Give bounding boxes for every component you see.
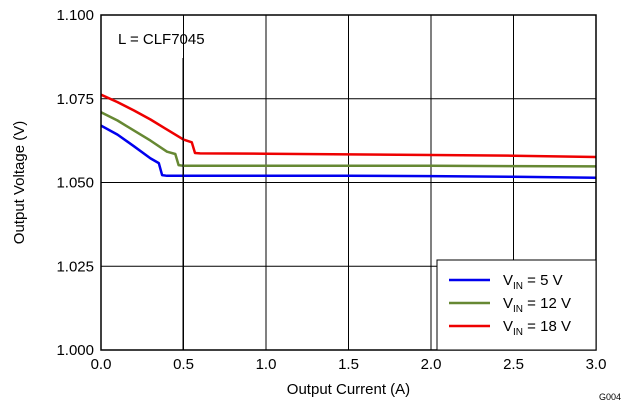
legend-label-value: = 12 V [523,295,571,312]
y-tick-label: 1.025 [56,258,94,275]
x-tick-label: 2.0 [421,356,442,373]
x-tick-label: 0.0 [91,356,112,373]
legend-label-base: V [503,318,513,335]
y-tick-label: 1.050 [56,175,94,192]
legend-label-subscript: IN [513,281,523,292]
figure-code: G004 [599,392,621,402]
series-line-3 [100,93,597,159]
y-tick-label: 1.075 [56,91,94,108]
y-tick-label: 1.100 [56,7,94,24]
annotation-label: L = CLF7045 [118,31,205,48]
legend-label-base: V [503,272,513,289]
tick-labels: 0.0 0.5 1.0 1.5 2.0 2.5 3.0 1.000 1.025 1.050 1.07… [56,7,606,373]
y-tick-label: 1.000 [56,342,94,359]
series-line-2 [100,111,597,168]
x-tick-label: 3.0 [586,356,607,373]
legend-label: VIN = 18 V [503,318,571,338]
legend-box [436,259,597,351]
x-tick-label: 2.5 [503,356,524,373]
legend-label-value: = 18 V [523,318,571,335]
legend-label-base: V [503,295,513,312]
legend-label-subscript: IN [513,327,523,338]
series-line-1 [100,124,597,180]
legend-label: VIN = 12 V [503,295,571,315]
legend-label-subscript: IN [513,304,523,315]
x-tick-label: 1.0 [256,356,277,373]
plot-frame [100,14,597,351]
series-layer [100,93,597,180]
y-axis-title: Output Voltage (V) [11,121,28,244]
legend-label: VIN = 5 V [503,272,563,292]
legend-label-value: = 5 V [523,272,563,289]
x-axis-title: Output Current (A) [287,381,410,398]
x-tick-label: 1.5 [338,356,359,373]
x-tick-label: 0.5 [173,356,194,373]
